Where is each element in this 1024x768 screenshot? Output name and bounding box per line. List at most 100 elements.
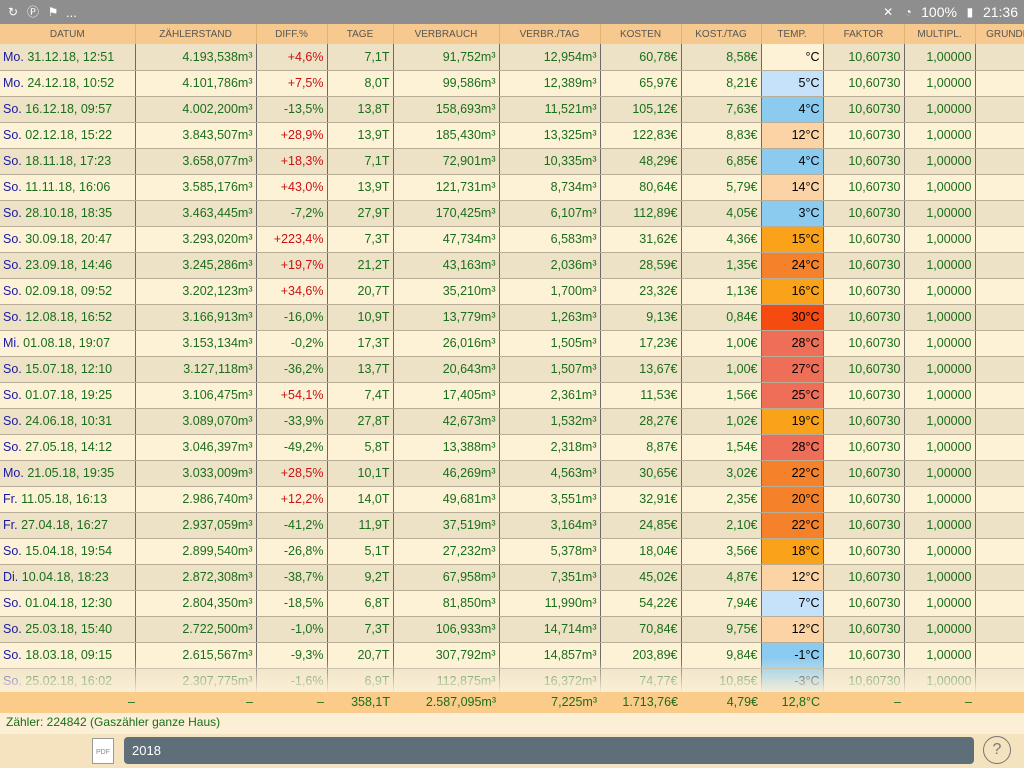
mute-icon: ✕	[883, 5, 894, 19]
cost-per-day: 4,87€	[681, 564, 762, 591]
table-row[interactable]: Mo. 31.12.18, 12:51 4.193,538m³ +4,6% 7,1T 9…	[0, 44, 1024, 71]
days: 5,8T	[327, 434, 394, 461]
date-time: 25.02.18, 16:02	[25, 674, 113, 688]
meter-reading: 2.722,500m³	[135, 616, 257, 643]
weekday: So.	[3, 284, 22, 298]
table-row[interactable]: Mo. 21.05.18, 19:35 3.033,009m³ +28,5% 10,1…	[0, 460, 1024, 487]
days: 13,9T	[327, 174, 394, 201]
table-row[interactable]: So. 01.07.18, 19:25 3.106,475m³ +54,1% 7,4T…	[0, 382, 1024, 409]
table-row[interactable]: So. 18.11.18, 17:23 3.658,077m³ +18,3% 7,1T…	[0, 148, 1024, 175]
column-header[interactable]: DIFF.%	[256, 24, 328, 44]
pdf-export-button[interactable]: PDF	[92, 738, 114, 764]
reading-date: So. 11.11.18, 16:06	[0, 174, 136, 201]
reading-date: So. 18.03.18, 09:15	[0, 642, 136, 669]
cost: 203,89€	[600, 642, 682, 669]
total-meter: –	[246, 695, 253, 709]
totals-bar: – – – 358,1T 2.587,095m³ 7,225m³ 1.713,7…	[0, 692, 1024, 713]
base-fee	[975, 642, 1024, 669]
clock: 21:36	[982, 4, 1018, 20]
table-row[interactable]: Di. 10.04.18, 18:23 2.872,308m³ -38,7% 9,2T…	[0, 564, 1024, 591]
table-row[interactable]: Mi. 01.08.18, 19:07 3.153,134m³ -0,2% 17,3T…	[0, 330, 1024, 357]
column-header[interactable]: ZÄHLERSTAND	[135, 24, 257, 44]
usage-per-day: 12,389m³	[499, 70, 601, 97]
reading-date: So. 23.09.18, 14:46	[0, 252, 136, 279]
days: 13,7T	[327, 356, 394, 383]
cost-per-day: 1,54€	[681, 434, 762, 461]
year-filter-field[interactable]: 2018	[124, 737, 974, 764]
cost-per-day: 5,79€	[681, 174, 762, 201]
table-row[interactable]: So. 02.09.18, 09:52 3.202,123m³ +34,6% 20,7…	[0, 278, 1024, 305]
cost: 112,89€	[600, 200, 682, 227]
usage: 106,933m³	[393, 616, 500, 643]
readings-table-container[interactable]: DATUM ZÄHLERSTAND DIFF.% TAGE VERBRAUCH VERBR…	[0, 24, 1024, 692]
diff-percent: -36,2%	[256, 356, 328, 383]
usage: 35,210m³	[393, 278, 500, 305]
diff-percent: -16,0%	[256, 304, 328, 331]
reading-date: So. 15.04.18, 19:54	[0, 538, 136, 565]
usage-per-day: 11,990m³	[499, 590, 601, 617]
multiplier: 1,00000	[904, 408, 976, 435]
table-row[interactable]: So. 15.04.18, 19:54 2.899,540m³ -26,8% 5,1T…	[0, 538, 1024, 565]
table-row[interactable]: So. 02.12.18, 15:22 3.843,507m³ +28,9% 13,9…	[0, 122, 1024, 149]
multiplier: 1,00000	[904, 356, 976, 383]
table-row[interactable]: Fr. 11.05.18, 16:13 2.986,740m³ +12,2% 14,0…	[0, 486, 1024, 513]
days: 6,8T	[327, 590, 394, 617]
usage: 46,269m³	[393, 460, 500, 487]
days: 7,3T	[327, 616, 394, 643]
table-row[interactable]: Mo. 24.12.18, 10:52 4.101,786m³ +7,5% 8,0T 9…	[0, 70, 1024, 97]
usage-per-day: 1,532m³	[499, 408, 601, 435]
table-row[interactable]: So. 24.06.18, 10:31 3.089,070m³ -33,9% 27,8…	[0, 408, 1024, 435]
reading-date: So. 24.06.18, 10:31	[0, 408, 136, 435]
usage-per-day: 5,378m³	[499, 538, 601, 565]
column-header[interactable]: DATUM	[0, 24, 136, 44]
table-row[interactable]: So. 18.03.18, 09:15 2.615,567m³ -9,3% 20,7T…	[0, 642, 1024, 669]
temperature: 7°C	[761, 590, 824, 617]
table-row[interactable]: So. 25.03.18, 15:40 2.722,500m³ -1,0% 7,3T 1…	[0, 616, 1024, 643]
factor: 10,60730	[823, 278, 905, 305]
table-row[interactable]: So. 25.02.18, 16:02 2.307,775m³ -1,6% 6,9T 1…	[0, 668, 1024, 692]
base-fee	[975, 616, 1024, 643]
weekday: So.	[3, 388, 22, 402]
table-row[interactable]: So. 27.05.18, 14:12 3.046,397m³ -49,2% 5,8T…	[0, 434, 1024, 461]
base-fee	[975, 122, 1024, 149]
usage-per-day: 2,361m³	[499, 382, 601, 409]
diff-percent: -18,5%	[256, 590, 328, 617]
temperature: 4°C	[761, 148, 824, 175]
column-header[interactable]: VERBR./TAG	[499, 24, 601, 44]
table-row[interactable]: So. 12.08.18, 16:52 3.166,913m³ -16,0% 10,9…	[0, 304, 1024, 331]
column-header[interactable]: FAKTOR	[823, 24, 905, 44]
factor: 10,60730	[823, 668, 905, 692]
column-header[interactable]: GRUNDF	[975, 24, 1024, 44]
usage: 121,731m³	[393, 174, 500, 201]
table-row[interactable]: So. 01.04.18, 12:30 2.804,350m³ -18,5% 6,8T…	[0, 590, 1024, 617]
table-row[interactable]: Fr. 27.04.18, 16:27 2.937,059m³ -41,2% 11,9…	[0, 512, 1024, 539]
temperature: 12°C	[761, 122, 824, 149]
multiplier: 1,00000	[904, 616, 976, 643]
battery-icon: ▮	[966, 5, 974, 19]
cost-per-day: 7,63€	[681, 96, 762, 123]
column-header[interactable]: KOST./TAG	[681, 24, 762, 44]
column-header[interactable]: MULTIPL.	[904, 24, 976, 44]
table-row[interactable]: So. 16.12.18, 09:57 4.002,200m³ -13,5% 13,8…	[0, 96, 1024, 123]
table-row[interactable]: So. 28.10.18, 18:35 3.463,445m³ -7,2% 27,9T…	[0, 200, 1024, 227]
multiplier: 1,00000	[904, 668, 976, 692]
help-button[interactable]: ?	[983, 736, 1011, 764]
column-header[interactable]: KOSTEN	[600, 24, 682, 44]
weekday: Mi.	[3, 336, 20, 350]
table-row[interactable]: So. 15.07.18, 12:10 3.127,118m³ -36,2% 13,7…	[0, 356, 1024, 383]
cost-per-day: 9,75€	[681, 616, 762, 643]
date-time: 25.03.18, 15:40	[25, 622, 113, 636]
table-row[interactable]: So. 30.09.18, 20:47 3.293,020m³ +223,4% 7,3…	[0, 226, 1024, 253]
column-header[interactable]: TAGE	[327, 24, 394, 44]
table-row[interactable]: So. 23.09.18, 14:46 3.245,286m³ +19,7% 21,2…	[0, 252, 1024, 279]
usage-per-day: 14,714m³	[499, 616, 601, 643]
weekday: Mo.	[3, 466, 24, 480]
column-header[interactable]: TEMP.	[761, 24, 824, 44]
table-row[interactable]: So. 11.11.18, 16:06 3.585,176m³ +43,0% 13,9…	[0, 174, 1024, 201]
reading-date: Mo. 24.12.18, 10:52	[0, 70, 136, 97]
weekday: So.	[3, 362, 22, 376]
column-header[interactable]: VERBRAUCH	[393, 24, 500, 44]
diff-percent: -9,3%	[256, 642, 328, 669]
cost: 60,78€	[600, 44, 682, 71]
usage-per-day: 13,325m³	[499, 122, 601, 149]
